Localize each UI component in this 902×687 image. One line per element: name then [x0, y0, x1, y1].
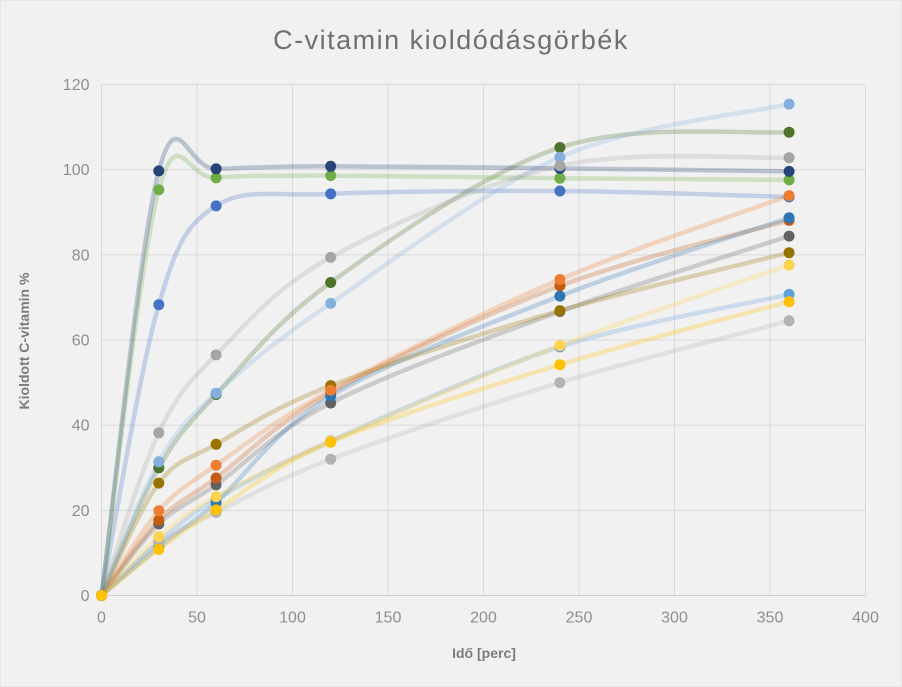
data-point-steel-blue — [783, 212, 795, 224]
data-point-orange — [783, 190, 795, 202]
x-tick-label: 250 — [566, 610, 593, 627]
series-line-dark-gold — [99, 250, 792, 598]
data-point-silver-gray — [554, 377, 566, 389]
y-tick-label: 120 — [63, 77, 90, 94]
data-point-light-blue — [153, 456, 165, 468]
data-point-navy-blue — [325, 160, 337, 172]
data-point-dark-gold — [554, 305, 566, 317]
data-point-rust-orange — [210, 472, 222, 484]
data-point-dark-gold — [210, 438, 222, 450]
data-point-royal-blue — [554, 185, 566, 197]
data-point-light-yellow — [554, 340, 566, 351]
data-point-light-blue — [554, 151, 566, 163]
data-point-green — [554, 172, 566, 184]
data-point-dark-gold — [783, 247, 795, 259]
y-tick-label: 60 — [72, 333, 90, 350]
y-tick-label: 20 — [72, 503, 90, 520]
data-point-dark-green — [554, 142, 566, 153]
data-point-royal-blue — [153, 299, 165, 311]
data-point-gold — [210, 504, 222, 516]
series-line-silver-gray — [99, 318, 792, 598]
data-point-light-blue — [783, 98, 795, 110]
y-tick-label: 100 — [63, 162, 90, 179]
x-tick-label: 400 — [852, 610, 879, 627]
series-line-orange — [99, 193, 792, 598]
data-point-navy-blue — [783, 165, 795, 177]
data-point-green — [325, 170, 337, 182]
data-point-orange — [153, 505, 165, 517]
y-tick-label: 80 — [72, 247, 90, 264]
data-point-gray — [554, 160, 566, 172]
data-point-gold — [96, 590, 107, 601]
data-point-dark-gray — [783, 230, 795, 242]
data-point-green — [210, 172, 222, 184]
x-tick-label: 300 — [661, 610, 688, 627]
x-tick-label: 100 — [279, 610, 306, 627]
series-line-green — [99, 153, 792, 598]
data-point-dark-gold — [153, 477, 165, 489]
data-point-royal-blue — [210, 200, 222, 212]
data-point-navy-blue — [153, 165, 165, 177]
data-point-green — [153, 184, 165, 196]
series-line-royal-blue — [99, 188, 792, 598]
x-tick-label: 350 — [757, 610, 784, 627]
data-point-gray — [783, 152, 795, 164]
data-point-gold — [783, 296, 795, 308]
x-tick-label: 50 — [188, 610, 206, 627]
data-point-gold — [153, 544, 165, 555]
data-point-dark-green — [783, 126, 795, 138]
y-axis-title: Kioldott C-vitamin % — [16, 272, 32, 410]
data-point-gold — [325, 436, 337, 448]
data-point-navy-blue — [210, 163, 222, 175]
x-axis-title: Idő [perc] — [452, 645, 516, 661]
data-point-green — [783, 174, 795, 186]
data-point-orange — [554, 274, 566, 285]
y-tick-label: 0 — [81, 588, 90, 605]
data-point-silver-gray — [325, 453, 337, 465]
data-point-gray — [153, 427, 165, 439]
data-point-silver-gray — [783, 315, 795, 327]
data-point-gold — [554, 359, 566, 371]
data-point-dark-green — [325, 277, 337, 288]
data-point-light-blue — [325, 297, 337, 309]
y-tick-label: 40 — [72, 418, 90, 435]
data-point-light-blue — [210, 387, 222, 399]
x-tick-label: 150 — [375, 610, 402, 627]
data-point-gray — [210, 349, 222, 361]
data-point-orange — [210, 459, 222, 471]
data-point-light-yellow — [783, 259, 795, 271]
x-tick-label: 200 — [470, 610, 497, 627]
data-point-royal-blue — [325, 188, 337, 200]
data-point-light-yellow — [153, 531, 165, 543]
series-line-navy-blue — [99, 136, 792, 598]
data-point-light-yellow — [210, 491, 222, 503]
data-point-orange — [325, 384, 337, 396]
x-tick-label: 0 — [97, 610, 106, 627]
data-point-steel-blue — [554, 290, 566, 302]
series-line-dark-gray — [99, 233, 792, 598]
series-line-gray — [99, 153, 792, 598]
data-point-rust-orange — [153, 514, 165, 526]
chart-title: C-vitamin kioldódásgörbék — [273, 25, 629, 55]
data-point-gray — [325, 251, 337, 263]
